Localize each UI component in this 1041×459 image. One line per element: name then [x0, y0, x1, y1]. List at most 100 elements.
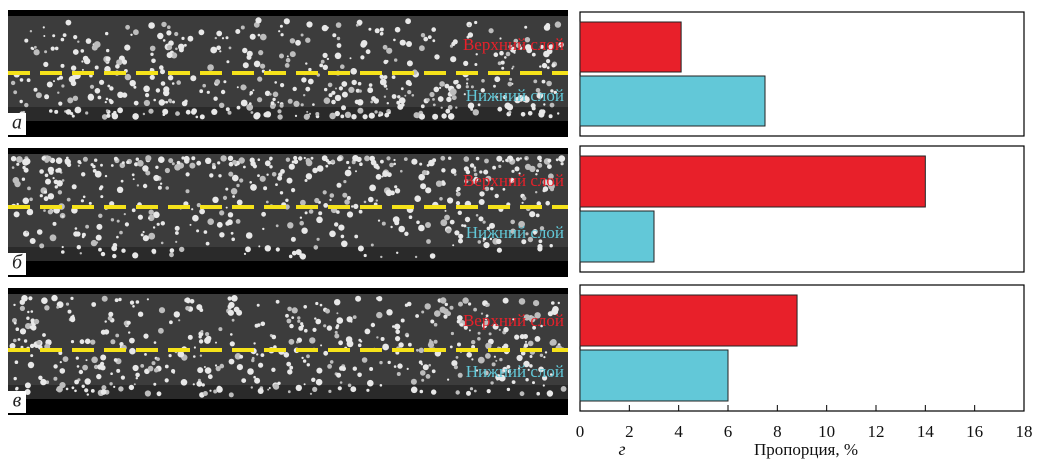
- particle: [301, 103, 304, 106]
- particle: [285, 63, 290, 68]
- particle: [80, 252, 82, 254]
- particle: [53, 80, 55, 82]
- particle: [91, 240, 97, 246]
- particle: [77, 41, 79, 43]
- particle: [36, 341, 41, 346]
- particle: [226, 207, 228, 209]
- particle: [476, 157, 480, 161]
- particle: [306, 173, 312, 179]
- particle: [253, 342, 255, 344]
- particle: [481, 79, 485, 83]
- particle: [376, 174, 382, 180]
- particle: [296, 385, 302, 391]
- particle: [426, 239, 431, 244]
- particle: [551, 301, 555, 305]
- particle: [236, 219, 241, 224]
- particle: [280, 25, 283, 28]
- particle: [368, 197, 374, 203]
- particle: [50, 234, 57, 241]
- particle: [421, 311, 424, 314]
- particle: [379, 361, 382, 364]
- particle: [68, 310, 72, 314]
- particle: [336, 312, 338, 314]
- particle: [463, 61, 468, 66]
- particle: [144, 353, 147, 356]
- particle: [423, 364, 429, 370]
- particle: [258, 158, 261, 161]
- bar: [580, 350, 728, 401]
- particle: [116, 236, 119, 239]
- particle: [82, 385, 85, 388]
- particle: [436, 181, 442, 187]
- particle: [279, 54, 284, 59]
- particle: [386, 190, 393, 197]
- particle: [212, 197, 218, 203]
- particle: [312, 168, 318, 174]
- particle: [257, 323, 261, 327]
- particle: [125, 25, 130, 30]
- particle: [42, 333, 46, 337]
- particle: [133, 365, 139, 371]
- particle: [87, 393, 89, 395]
- particle: [110, 372, 113, 375]
- particle: [24, 339, 27, 342]
- particle: [405, 304, 408, 307]
- particle: [422, 170, 427, 175]
- particle: [479, 199, 485, 205]
- particle: [306, 354, 310, 358]
- particle: [110, 339, 115, 344]
- particle: [401, 87, 404, 90]
- particle: [394, 185, 397, 188]
- particle: [287, 319, 292, 324]
- particle: [395, 336, 400, 341]
- particle: [407, 368, 409, 370]
- particle: [200, 114, 205, 119]
- particle: [387, 102, 389, 104]
- particle: [287, 307, 292, 312]
- particle: [489, 332, 492, 335]
- particle: [276, 247, 280, 251]
- particle: [67, 198, 71, 202]
- particle: [392, 325, 395, 328]
- particle: [79, 370, 83, 374]
- particle: [132, 173, 135, 176]
- particle: [234, 307, 240, 313]
- particle: [215, 79, 220, 84]
- particle: [56, 389, 58, 391]
- particle: [185, 306, 190, 311]
- particle: [316, 217, 323, 224]
- particle: [236, 184, 239, 187]
- particle: [367, 87, 373, 93]
- particle: [196, 116, 199, 119]
- particle: [420, 390, 424, 394]
- particle: [306, 158, 311, 163]
- particle: [191, 208, 193, 210]
- particle: [305, 62, 307, 64]
- particle: [109, 382, 112, 385]
- particle: [537, 244, 542, 249]
- particle: [111, 245, 117, 251]
- particle: [175, 111, 180, 116]
- particle: [137, 160, 144, 167]
- particle: [447, 379, 449, 381]
- particle: [396, 252, 398, 254]
- particle: [122, 92, 127, 97]
- particle: [200, 355, 202, 357]
- particle: [27, 209, 34, 216]
- particle: [246, 232, 253, 239]
- micrograph: а: [8, 10, 568, 137]
- particle: [505, 159, 508, 162]
- particle: [159, 99, 165, 105]
- particle: [190, 224, 192, 226]
- particle: [291, 316, 294, 319]
- particle: [109, 99, 112, 102]
- particle: [421, 104, 425, 108]
- particle: [428, 35, 432, 39]
- particle: [287, 222, 293, 228]
- particle: [386, 309, 392, 315]
- particle: [328, 390, 331, 393]
- particle: [558, 302, 560, 304]
- particle: [351, 205, 353, 207]
- particle: [192, 215, 199, 222]
- particle: [250, 34, 256, 40]
